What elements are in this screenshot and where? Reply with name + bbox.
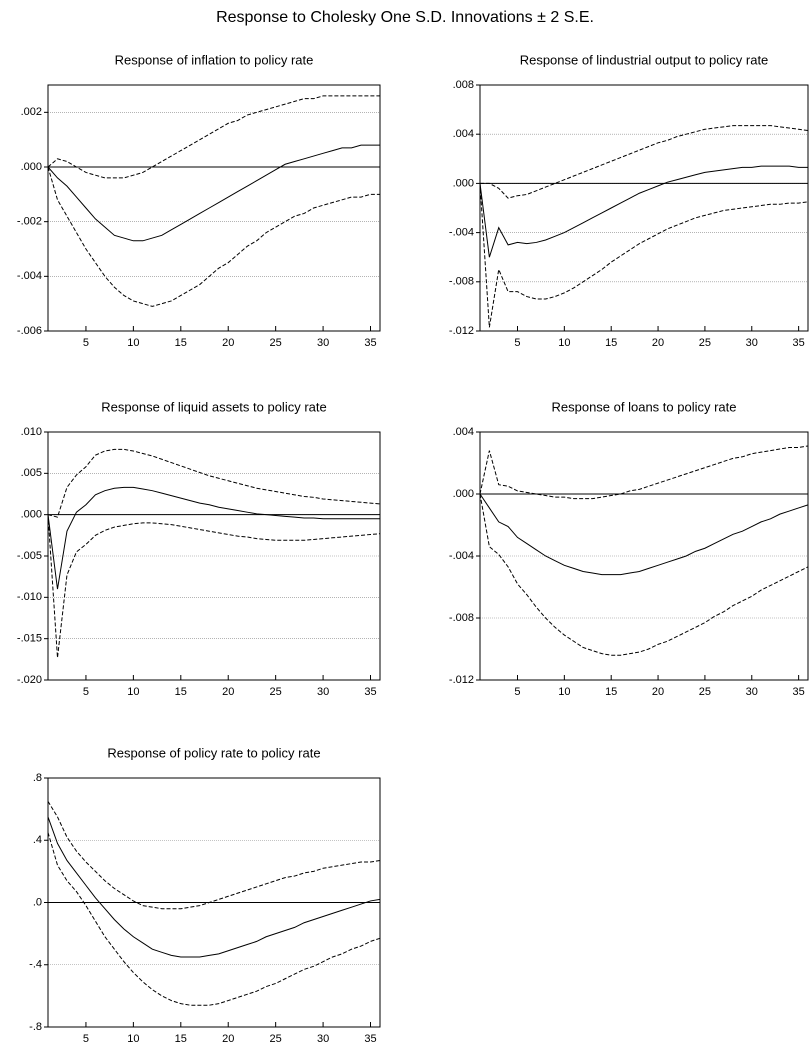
x-tick-label: 30 [746,337,758,349]
x-tick-label: 25 [270,1033,282,1045]
x-tick-label: 20 [222,1033,234,1045]
x-tick-label: 15 [175,686,187,698]
y-tick-label: -.8 [29,1021,42,1033]
response-line [479,165,808,258]
x-tick-label: 35 [793,686,805,698]
y-tick-label: .000 [21,161,42,173]
x-tick-label: 10 [127,337,139,349]
y-tick-label: .4 [33,834,42,846]
x-tick-label: 15 [175,337,187,349]
band-line [479,493,809,656]
y-tick-label: -.4 [29,959,42,971]
x-tick-label: 25 [270,337,282,349]
band-line [479,183,809,328]
figure-title: Response to Cholesky One S.D. Innovation… [216,9,594,26]
x-tick-label: 25 [699,337,711,349]
plot-frame [47,431,381,681]
y-tick-label: .004 [453,128,474,140]
x-tick-label: 20 [652,686,664,698]
panel-title: Response of liquid assets to policy rate [101,399,326,414]
x-tick-label: 15 [605,337,617,349]
y-tick-label: .8 [33,772,42,784]
band-line [47,95,380,179]
x-tick-label: 20 [652,337,664,349]
plot-area [480,85,808,331]
plot-frame [479,431,809,681]
band-line [479,445,809,500]
x-tick-label: 5 [514,686,520,698]
y-tick-label: .000 [453,488,474,500]
x-tick-label: 35 [793,337,805,349]
y-tick-label: -.010 [17,591,42,603]
panel-title: Response of policy rate to policy rate [107,745,320,760]
y-tick-label: -.006 [17,325,42,337]
x-tick-label: 10 [127,1033,139,1045]
x-tick-label: 35 [364,686,376,698]
y-tick-label: -.020 [17,674,42,686]
band-line [47,832,381,1006]
y-tick-label: .002 [21,106,42,118]
x-tick-label: 5 [83,337,89,349]
plot-frame [47,84,381,332]
x-tick-label: 30 [317,1033,329,1045]
x-tick-label: 30 [317,337,329,349]
panel-title: Response of inflation to policy rate [115,52,314,67]
x-tick-label: 5 [83,1033,89,1045]
plot-area [48,85,380,331]
x-tick-label: 15 [175,1033,187,1045]
y-tick-label: -.008 [449,276,474,288]
panel-title: Response of lindustrial output to policy… [520,52,769,67]
response-line [47,816,381,958]
response-line [479,493,809,576]
x-tick-label: 15 [605,686,617,698]
band-line [480,125,809,199]
x-tick-label: 35 [364,337,376,349]
y-tick-label: .000 [453,177,474,189]
x-tick-label: 25 [270,686,282,698]
plot-frame [47,777,381,1028]
y-tick-label: -.004 [449,550,474,562]
x-tick-label: 35 [364,1033,376,1045]
y-tick-label: .010 [21,426,42,438]
y-tick-label: -.015 [17,633,42,645]
x-tick-label: 30 [317,686,329,698]
x-tick-label: 20 [222,686,234,698]
y-tick-label: -.004 [17,270,42,282]
band-line [47,448,381,518]
y-tick-label: -.012 [449,325,474,337]
y-tick-label: -.004 [449,227,474,239]
panel-title: Response of loans to policy rate [552,399,737,414]
response-line [47,486,380,590]
x-tick-label: 10 [558,337,570,349]
y-tick-label: .0 [33,896,42,908]
response-line [47,144,380,242]
y-tick-label: .008 [453,79,474,91]
y-tick-label: -.012 [449,674,474,686]
y-tick-label: -.005 [17,550,42,562]
y-tick-label: -.002 [17,216,42,228]
y-tick-label: .000 [21,509,42,521]
y-tick-label: .004 [453,426,474,438]
plot-frame [479,84,809,332]
x-tick-label: 30 [746,686,758,698]
x-tick-label: 10 [127,686,139,698]
x-tick-label: 5 [514,337,520,349]
x-tick-label: 20 [222,337,234,349]
x-tick-label: 5 [83,686,89,698]
band-line [47,801,381,910]
y-tick-label: -.008 [449,612,474,624]
band-line [47,514,381,658]
x-tick-label: 25 [699,686,711,698]
band-line [47,166,380,307]
y-tick-label: .005 [21,467,42,479]
x-tick-label: 10 [558,686,570,698]
